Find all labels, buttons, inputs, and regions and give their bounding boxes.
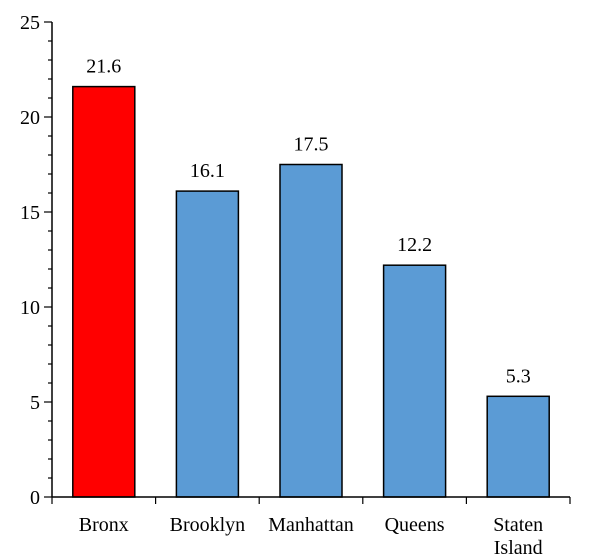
y-tick-label: 20 — [20, 107, 40, 129]
x-tick-label: Staten Island — [493, 514, 543, 559]
bar-staten-island — [486, 395, 550, 498]
bar-queens — [382, 264, 447, 498]
x-tick-label: Bronx — [79, 514, 129, 536]
x-tick-label: Queens — [385, 514, 445, 536]
x-tick-label: Manhattan — [268, 514, 354, 536]
y-tick-label: 0 — [30, 487, 40, 509]
bar-manhattan — [279, 163, 343, 498]
x-axis: Bronx Brooklyn Manhattan Queens Staten Island — [51, 496, 571, 559]
x-tick-label: Brooklyn — [170, 514, 246, 536]
y-tick-label: 15 — [20, 202, 40, 224]
y-tick-label: 5 — [30, 392, 40, 414]
bars — [72, 85, 550, 498]
data-label: 12.2 — [397, 234, 432, 256]
data-label: 5.3 — [506, 365, 531, 387]
bar-bronx — [72, 85, 136, 498]
y-tick-label: 10 — [20, 297, 40, 319]
y-tick-label: 25 — [20, 12, 40, 34]
data-label: 17.5 — [294, 134, 329, 156]
y-axis: 0 5 10 15 20 25 — [20, 12, 53, 509]
bar-brooklyn — [175, 190, 240, 498]
data-labels: 21.6 16.1 17.5 12.2 5.3 — [86, 56, 530, 388]
data-label: 21.6 — [86, 56, 121, 78]
data-label: 16.1 — [190, 160, 225, 182]
